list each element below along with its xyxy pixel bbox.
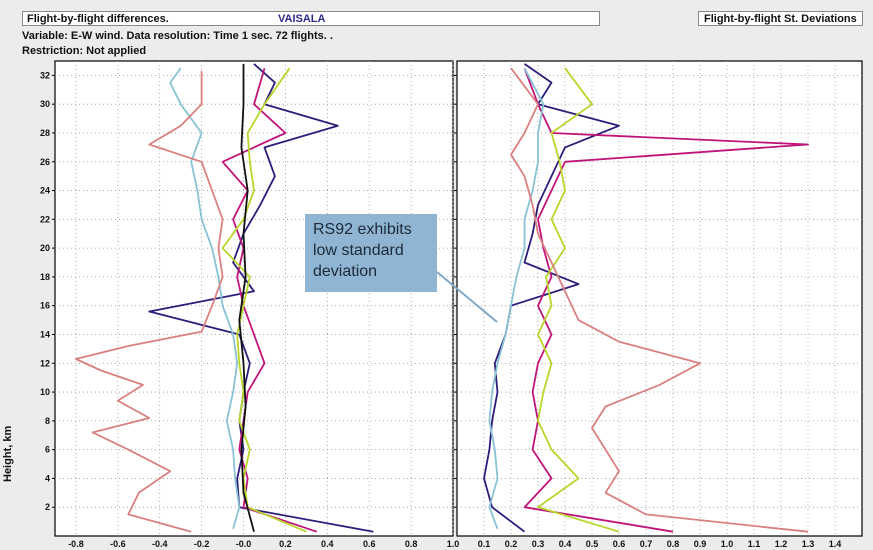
annotation-line-3: deviation <box>313 263 378 280</box>
annotation-line-2: low standard <box>313 242 404 259</box>
series-line-1 <box>523 67 809 533</box>
series-line-0 <box>483 63 620 533</box>
y-tick-label: 26 <box>40 157 50 167</box>
x-tick-label: 1.0 <box>721 539 734 549</box>
chart-title-box: Flight-by-flight differences. VAISALA <box>22 11 600 26</box>
x-tick-label: -0.2 <box>194 539 210 549</box>
y-tick-label: 6 <box>45 445 50 455</box>
series-line-0 <box>148 63 374 533</box>
series-line-3 <box>488 67 545 530</box>
x-tick-label: 0.7 <box>640 539 653 549</box>
x-tick-label: 0.1 <box>478 539 491 549</box>
plot-area-0 <box>54 60 454 537</box>
x-tick-label: 0.2 <box>505 539 518 549</box>
y-tick-label: 12 <box>40 358 50 368</box>
y-tick-label: 8 <box>45 416 50 426</box>
y-tick-label: 10 <box>40 387 50 397</box>
x-tick-label: 0.9 <box>694 539 707 549</box>
y-tick-label: 20 <box>40 243 50 253</box>
x-tick-label: 0.8 <box>667 539 680 549</box>
y-tick-label: 2 <box>45 502 50 512</box>
y-tick-label: 28 <box>40 128 50 138</box>
x-tick-label: 1.3 <box>802 539 815 549</box>
vendor-label: VAISALA <box>278 13 326 25</box>
right-chart-title: Flight-by-flight St. Deviations <box>704 13 857 25</box>
series-line-4 <box>75 71 224 533</box>
y-tick-label: 16 <box>40 301 50 311</box>
y-tick-label: 18 <box>40 272 50 282</box>
x-tick-label: 0.3 <box>532 539 545 549</box>
y-tick-label: 32 <box>40 70 50 80</box>
x-tick-label: 0.4 <box>559 539 572 549</box>
x-tick-label: -0.0 <box>236 539 252 549</box>
x-tick-label: 0.2 <box>279 539 292 549</box>
x-tick-label: -0.8 <box>68 539 84 549</box>
x-tick-label: 0.6 <box>613 539 626 549</box>
x-tick-label: 1.4 <box>829 539 842 549</box>
y-axis-label: Height, km <box>2 425 14 482</box>
variable-line: Variable: E-W wind. Data resolution: Tim… <box>22 30 333 42</box>
y-tick-label: 30 <box>40 99 50 109</box>
annotation-leader-line <box>436 271 498 323</box>
x-tick-label: 1.2 <box>775 539 788 549</box>
x-tick-label: 1.1 <box>748 539 761 549</box>
chart-title: Flight-by-flight differences. <box>27 13 169 25</box>
x-tick-label: 1.0 <box>447 539 460 549</box>
y-tick-label: 14 <box>40 329 50 339</box>
x-tick-label: -0.6 <box>110 539 126 549</box>
series-line-2 <box>537 67 620 533</box>
series-line-5 <box>238 63 255 532</box>
series-line-4 <box>510 67 809 533</box>
x-tick-label: 0.4 <box>321 539 334 549</box>
restriction-line: Restriction: Not applied <box>22 45 147 57</box>
series-line-2 <box>221 67 307 533</box>
annotation-box: RS92 exhibits low standard deviation <box>305 214 437 292</box>
x-tick-label: 0.6 <box>363 539 376 549</box>
y-tick-label: 24 <box>40 186 50 196</box>
y-tick-label: 22 <box>40 214 50 224</box>
plot-area-1 <box>456 60 863 537</box>
series-line-3 <box>169 67 241 530</box>
right-chart-title-box: Flight-by-flight St. Deviations <box>698 11 863 26</box>
annotation-line-1: RS92 exhibits <box>313 221 412 238</box>
x-tick-label: -0.4 <box>152 539 168 549</box>
y-tick-label: 4 <box>45 473 50 483</box>
x-tick-label: 0.5 <box>586 539 599 549</box>
x-tick-label: 0.8 <box>405 539 418 549</box>
